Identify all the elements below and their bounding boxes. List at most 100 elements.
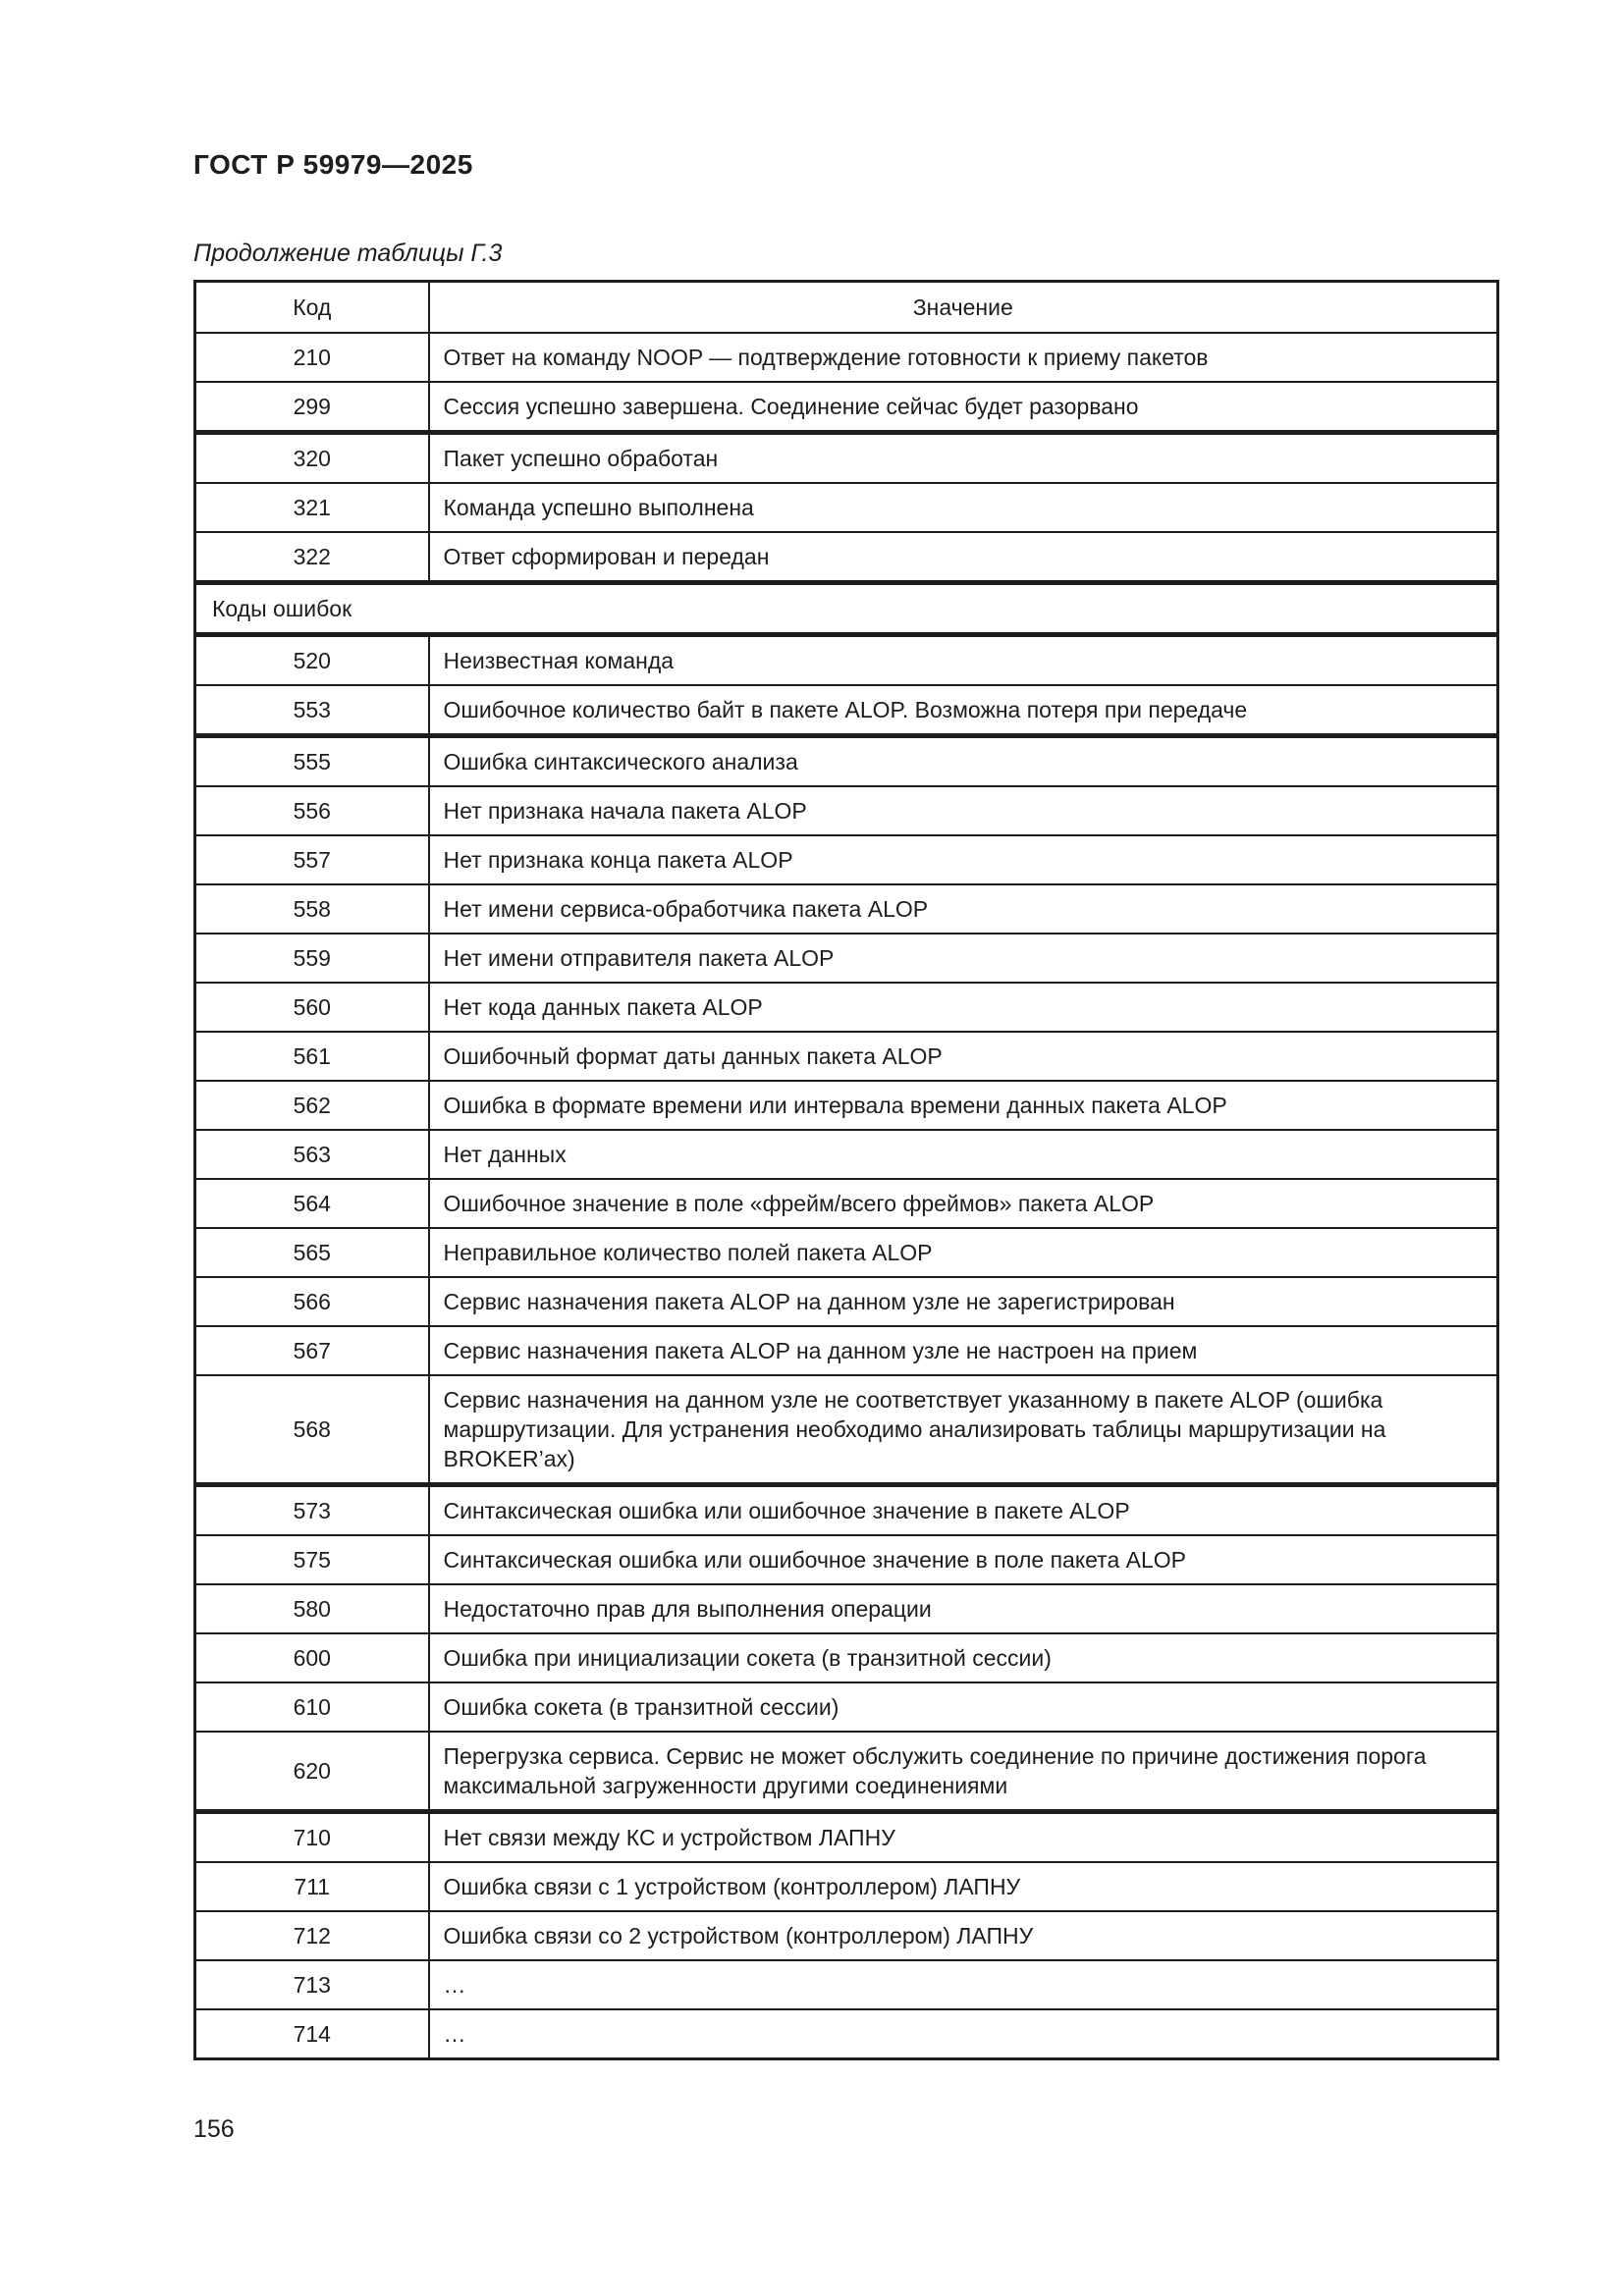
code-cell: 580: [193, 1583, 430, 1634]
table-row: 559 Нет имени отправителя пакета ALOP: [193, 933, 1499, 984]
value-cell: Ошибка синтаксического анализа: [427, 733, 1499, 787]
code-cell: 713: [193, 1959, 430, 2010]
section-row: Коды ошибок: [193, 580, 1499, 636]
code-cell: 712: [193, 1910, 430, 1961]
section-label: Коды ошибок: [193, 580, 1499, 636]
code-cell: 210: [193, 332, 430, 383]
table-row: 299 Сессия успешно завершена. Соединение…: [193, 381, 1499, 434]
value-cell: Ошибочное количество байт в пакете ALOP.…: [427, 684, 1499, 737]
value-cell: Сервис назначения на данном узле не соот…: [427, 1374, 1499, 1486]
value-cell: Ошибка сокета (в транзитной сессии): [427, 1682, 1499, 1733]
table-row: 575 Синтаксическая ошибка или ошибочное …: [193, 1534, 1499, 1585]
table-row: 556 Нет признака начала пакета ALOP: [193, 785, 1499, 836]
codes-table: Код Значение 210 Ответ на команду NOOP —…: [193, 280, 1499, 2060]
column-header-code: Код: [193, 280, 430, 334]
table-row: 710 Нет связи между КС и устройством ЛАП…: [193, 1809, 1499, 1863]
table-row: 620 Перегрузка сервиса. Сервис не может …: [193, 1731, 1499, 1813]
code-cell: 620: [193, 1731, 430, 1813]
table-row: 567 Сервис назначения пакета ALOP на дан…: [193, 1325, 1499, 1376]
value-cell: Сессия успешно завершена. Соединение сей…: [427, 381, 1499, 434]
value-cell: Команда успешно выполнена: [427, 482, 1499, 533]
table-row: 564 Ошибочное значение в поле «фрейм/все…: [193, 1178, 1499, 1229]
value-cell: Ответ на команду NOOP — подтверждение го…: [427, 332, 1499, 383]
value-cell: Нет признака конца пакета ALOP: [427, 834, 1499, 885]
table-row: 555 Ошибка синтаксического анализа: [193, 733, 1499, 787]
table-header-row: Код Значение: [193, 280, 1499, 334]
value-cell: Синтаксическая ошибка или ошибочное знач…: [427, 1482, 1499, 1536]
value-cell: Недостаточно прав для выполнения операци…: [427, 1583, 1499, 1634]
column-header-value: Значение: [427, 280, 1499, 334]
value-cell: Сервис назначения пакета ALOP на данном …: [427, 1325, 1499, 1376]
table-row: 713 …: [193, 1959, 1499, 2010]
value-cell: Неправильное количество полей пакета ALO…: [427, 1227, 1499, 1278]
code-cell: 573: [193, 1482, 430, 1536]
value-cell: Нет связи между КС и устройством ЛАПНУ: [427, 1809, 1499, 1863]
code-cell: 711: [193, 1861, 430, 1912]
table-row: 566 Сервис назначения пакета ALOP на дан…: [193, 1276, 1499, 1327]
table-row: 321 Команда успешно выполнена: [193, 482, 1499, 533]
value-cell: Неизвестная команда: [427, 632, 1499, 686]
table-header: Код Значение: [193, 280, 1499, 334]
table-row: 320 Пакет успешно обработан: [193, 430, 1499, 484]
table-row: 553 Ошибочное количество байт в пакете A…: [193, 684, 1499, 737]
code-cell: 714: [193, 2008, 430, 2060]
page-number: 156: [193, 2115, 235, 2143]
code-cell: 557: [193, 834, 430, 885]
value-cell: Ошибка при инициализации сокета (в транз…: [427, 1632, 1499, 1683]
code-cell: 610: [193, 1682, 430, 1733]
code-cell: 575: [193, 1534, 430, 1585]
document-code-header: ГОСТ Р 59979—2025: [193, 149, 473, 180]
code-cell: 563: [193, 1129, 430, 1180]
code-cell: 556: [193, 785, 430, 836]
code-cell: 322: [193, 531, 430, 584]
value-cell: Ответ сформирован и передан: [427, 531, 1499, 584]
value-cell: Нет кода данных пакета ALOP: [427, 982, 1499, 1033]
code-cell: 553: [193, 684, 430, 737]
code-cell: 299: [193, 381, 430, 434]
table-row: 561 Ошибочный формат даты данных пакета …: [193, 1031, 1499, 1082]
table-row: 610 Ошибка сокета (в транзитной сессии): [193, 1682, 1499, 1733]
value-cell: Ошибочное значение в поле «фрейм/всего ф…: [427, 1178, 1499, 1229]
value-cell: Ошибка связи с 1 устройством (контроллер…: [427, 1861, 1499, 1912]
table-row: 562 Ошибка в формате времени или интерва…: [193, 1080, 1499, 1131]
value-cell: Синтаксическая ошибка или ошибочное знач…: [427, 1534, 1499, 1585]
code-cell: 559: [193, 933, 430, 984]
code-cell: 520: [193, 632, 430, 686]
code-cell: 560: [193, 982, 430, 1033]
table-row: 573 Синтаксическая ошибка или ошибочное …: [193, 1482, 1499, 1536]
table-row: 711 Ошибка связи с 1 устройством (контро…: [193, 1861, 1499, 1912]
table-row: 563 Нет данных: [193, 1129, 1499, 1180]
table-row: 560 Нет кода данных пакета ALOP: [193, 982, 1499, 1033]
value-cell: Нет признака начала пакета ALOP: [427, 785, 1499, 836]
code-cell: 566: [193, 1276, 430, 1327]
value-cell: …: [427, 2008, 1499, 2060]
table-body: 210 Ответ на команду NOOP — подтверждени…: [193, 332, 1499, 2060]
code-cell: 600: [193, 1632, 430, 1683]
code-cell: 562: [193, 1080, 430, 1131]
table-row: 520 Неизвестная команда: [193, 632, 1499, 686]
value-cell: Нет имени сервиса-обработчика пакета ALO…: [427, 883, 1499, 934]
code-cell: 710: [193, 1809, 430, 1863]
table-row: 322 Ответ сформирован и передан: [193, 531, 1499, 584]
code-cell: 567: [193, 1325, 430, 1376]
table-row: 557 Нет признака конца пакета ALOP: [193, 834, 1499, 885]
value-cell: Ошибка связи со 2 устройством (контролле…: [427, 1910, 1499, 1961]
value-cell: Ошибка в формате времени или интервала в…: [427, 1080, 1499, 1131]
table-caption: Продолжение таблицы Г.3: [193, 240, 503, 267]
code-cell: 565: [193, 1227, 430, 1278]
code-cell: 320: [193, 430, 430, 484]
value-cell: Нет имени отправителя пакета ALOP: [427, 933, 1499, 984]
code-cell: 555: [193, 733, 430, 787]
value-cell: …: [427, 1959, 1499, 2010]
code-cell: 561: [193, 1031, 430, 1082]
code-cell: 564: [193, 1178, 430, 1229]
value-cell: Перегрузка сервиса. Сервис не может обсл…: [427, 1731, 1499, 1813]
table-row: 714 …: [193, 2008, 1499, 2060]
table-row: 600 Ошибка при инициализации сокета (в т…: [193, 1632, 1499, 1683]
value-cell: Нет данных: [427, 1129, 1499, 1180]
table-row: 565 Неправильное количество полей пакета…: [193, 1227, 1499, 1278]
table-row: 568 Сервис назначения на данном узле не …: [193, 1374, 1499, 1486]
code-cell: 321: [193, 482, 430, 533]
value-cell: Пакет успешно обработан: [427, 430, 1499, 484]
